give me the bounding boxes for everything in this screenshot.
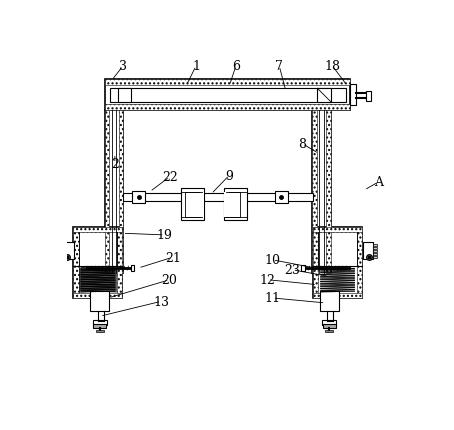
Bar [224, 192, 240, 217]
Bar [105, 111, 123, 273]
Text: 13: 13 [153, 295, 169, 308]
Bar [275, 191, 288, 204]
Bar [366, 91, 371, 101]
Bar [60, 256, 64, 258]
Text: 7: 7 [275, 60, 283, 73]
Bar [320, 292, 339, 311]
Bar [301, 265, 305, 272]
Bar [373, 256, 377, 258]
Bar [105, 111, 109, 273]
Bar [105, 105, 350, 111]
Bar [357, 227, 362, 298]
Bar [312, 111, 331, 273]
Bar [105, 80, 350, 86]
Bar [74, 227, 123, 298]
Bar [64, 243, 74, 259]
Text: 22: 22 [162, 171, 178, 184]
Bar [323, 324, 336, 328]
Bar [93, 324, 106, 328]
Bar [313, 293, 362, 298]
Bar [317, 89, 331, 103]
Bar [326, 111, 331, 273]
Bar [96, 330, 104, 332]
Bar [90, 292, 109, 311]
Text: A: A [374, 176, 383, 189]
Bar [373, 248, 377, 249]
Bar [60, 250, 64, 252]
Bar [133, 191, 145, 204]
Bar [110, 89, 345, 103]
Text: 1: 1 [192, 60, 200, 73]
Bar [200, 192, 204, 217]
Bar [74, 293, 123, 298]
Bar [60, 248, 64, 249]
Text: 6: 6 [232, 60, 240, 73]
Bar [224, 192, 229, 217]
Bar [373, 250, 377, 252]
Bar [322, 320, 336, 325]
Bar [74, 227, 123, 232]
Bar [118, 89, 132, 103]
Bar [60, 245, 64, 246]
Text: 10: 10 [265, 254, 281, 267]
Bar [185, 192, 201, 217]
Bar [313, 227, 362, 232]
Text: 12: 12 [260, 273, 276, 286]
Text: 18: 18 [324, 60, 340, 73]
Text: 3: 3 [119, 60, 127, 73]
Text: 8: 8 [298, 138, 306, 151]
Text: 2: 2 [111, 158, 119, 171]
Bar [363, 243, 373, 259]
Bar [105, 80, 350, 111]
Bar [117, 227, 123, 298]
Bar [123, 194, 313, 201]
Bar [313, 227, 362, 298]
Text: 20: 20 [162, 273, 178, 286]
Text: 21: 21 [165, 251, 181, 264]
Text: 9: 9 [226, 169, 233, 182]
Bar [93, 320, 107, 325]
Bar [181, 189, 204, 221]
Text: 11: 11 [265, 292, 281, 305]
Bar [74, 227, 79, 298]
Bar [313, 227, 318, 298]
Bar [131, 265, 134, 272]
Bar [373, 253, 377, 255]
Bar [350, 85, 356, 106]
Bar [312, 111, 316, 273]
Bar [325, 330, 333, 332]
Bar [373, 245, 377, 246]
Text: 19: 19 [157, 229, 173, 242]
Bar [119, 111, 123, 273]
Bar [224, 189, 247, 221]
Text: 23: 23 [285, 264, 301, 276]
Bar [60, 253, 64, 255]
